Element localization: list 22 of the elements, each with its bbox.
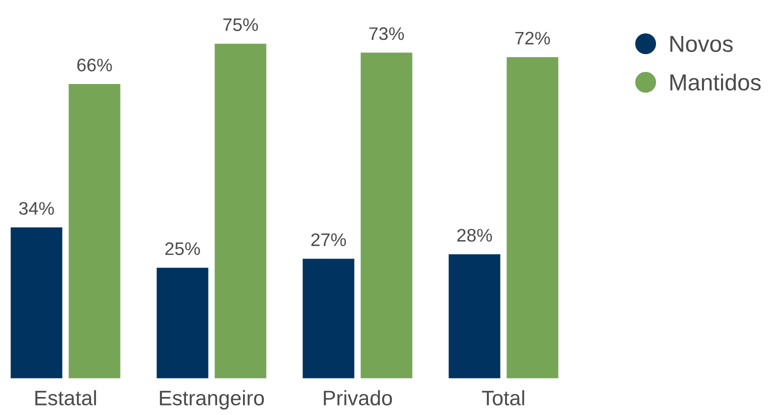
- bar: [359, 51, 414, 379]
- data-label: 75%: [223, 18, 258, 32]
- bar: [505, 56, 560, 379]
- bar: [67, 82, 122, 379]
- x-tick-label: Total: [482, 390, 524, 406]
- x-tick-label: Privado: [324, 390, 392, 406]
- bar: [155, 266, 210, 379]
- data-label: 28%: [457, 228, 492, 242]
- legend-label: Novos: [670, 36, 733, 52]
- legend-label: Mantidos: [670, 74, 761, 91]
- data-label: 27%: [311, 233, 346, 246]
- bar: [9, 226, 64, 379]
- bar: [213, 42, 268, 379]
- data-label: 73%: [369, 27, 404, 40]
- data-label: 66%: [77, 58, 112, 72]
- x-tick-label: Estrangeiro: [160, 390, 264, 410]
- data-label: 72%: [515, 32, 550, 44]
- x-tick-label: Estatal: [35, 390, 96, 406]
- bar: [301, 257, 356, 379]
- data-label: 34%: [19, 202, 54, 215]
- bar: [447, 252, 502, 379]
- data-label: 25%: [165, 242, 200, 256]
